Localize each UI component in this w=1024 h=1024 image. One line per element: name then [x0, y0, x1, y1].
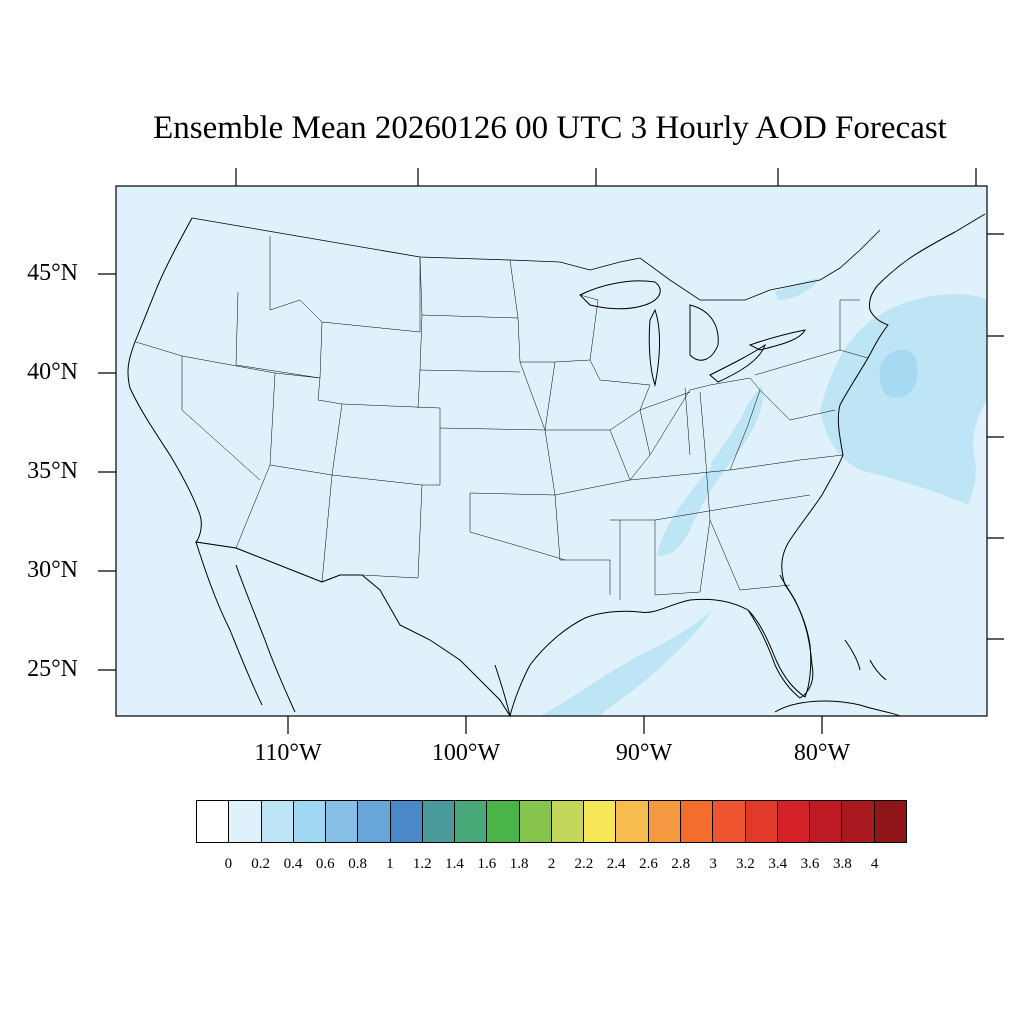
colorbar-box: [229, 801, 262, 842]
colorbar-box: [745, 801, 778, 842]
mexico-gulf-coast: [494, 664, 511, 717]
aod-plume-ohio-valley: [710, 390, 760, 466]
bottom-ticks: [287, 716, 823, 734]
colorbar-box: [197, 801, 230, 842]
aod-plume-atlantic: [820, 294, 987, 505]
colorbar-box: [777, 801, 811, 842]
colorbar: [196, 800, 907, 843]
colorbar-box: [810, 801, 843, 842]
colorbar-box: [326, 801, 359, 842]
colorbar-tick-label: 1.6: [477, 856, 497, 872]
colorbar-tick-label: 3.8: [832, 856, 852, 872]
colorbar-tick-label: 2.8: [671, 856, 691, 872]
colorbar-tick-label: 0: [224, 856, 233, 872]
colorbar-box: [455, 801, 488, 842]
colorbar-box: [293, 801, 327, 842]
colorbar-tick-label: 0.8: [348, 856, 367, 872]
us-coastline: [127, 213, 986, 718]
top-ticks: [235, 168, 977, 186]
lat-label-45n: 45°N: [27, 260, 78, 286]
lon-label-100w: 100°W: [431, 740, 501, 766]
colorbar-tick-label: 3.4: [768, 856, 788, 872]
colorbar-tick-label: 2.4: [606, 856, 626, 872]
lon-label-110w: 110°W: [254, 740, 322, 766]
lat-label-25n: 25°N: [27, 656, 78, 682]
colorbar-tick-label: 4: [870, 856, 879, 872]
colorbar-box: [261, 801, 294, 842]
colorbar-box: [680, 801, 714, 842]
colorbar-box: [551, 801, 585, 842]
aod-plume-appalachia: [657, 385, 764, 556]
left-ticks: [98, 273, 116, 671]
map-frame: [115, 185, 988, 717]
colorbar-box: [358, 801, 391, 842]
florida-coast: [747, 574, 814, 699]
aod-plume-new-england: [775, 278, 820, 300]
bahamas: [844, 639, 887, 681]
lon-label-80w: 80°W: [793, 740, 851, 766]
baja-coast: [195, 541, 296, 713]
colorbar-box: [842, 801, 875, 842]
great-lakes: [579, 280, 806, 387]
colorbar-tick-label: 1: [386, 856, 394, 872]
colorbar-tick-label: 3: [709, 856, 717, 872]
colorbar-tick-label: 2: [547, 856, 556, 872]
colorbar-tick-label: 0.2: [251, 856, 270, 872]
colorbar-box: [519, 801, 552, 842]
colorbar-box: [584, 801, 617, 842]
colorbar-tick-label: 1.4: [445, 856, 464, 872]
colorbar-box: [616, 801, 649, 842]
aod-plume-layer: [540, 278, 987, 716]
colorbar-box: [390, 801, 423, 842]
boundary-lines: [127, 213, 986, 718]
right-ticks: [987, 233, 1004, 640]
us-canada-border: [191, 217, 881, 301]
colorbar-box: [648, 801, 681, 842]
colorbar-box: [487, 801, 520, 842]
lat-label-40n: 40°N: [27, 359, 78, 385]
colorbar-tick-label: 2.2: [574, 856, 594, 872]
colorbar-tick-label: 1.2: [412, 856, 432, 872]
colorbar-tick-label: 0.4: [283, 856, 303, 872]
aod-plume-atlantic-core: [879, 349, 918, 398]
colorbar-box: [874, 801, 906, 842]
colorbar-tick-label: 3.6: [800, 856, 820, 872]
lon-label-90w: 90°W: [615, 740, 673, 766]
aod-plume-gulf: [540, 610, 712, 716]
map-title: Ensemble Mean 20260126 00 UTC 3 Hourly A…: [153, 110, 947, 146]
colorbar-tick-label: 3.2: [736, 856, 755, 872]
colorbar-tick-label: 2.6: [639, 856, 658, 872]
colorbar-tick-label: 1.8: [509, 856, 529, 872]
colorbar-box: [422, 801, 456, 842]
lat-label-35n: 35°N: [27, 458, 78, 484]
cuba: [774, 700, 901, 717]
colorbar-tick-label: 0.6: [315, 856, 335, 872]
colorbar-box: [713, 801, 746, 842]
lat-label-30n: 30°N: [27, 557, 78, 583]
